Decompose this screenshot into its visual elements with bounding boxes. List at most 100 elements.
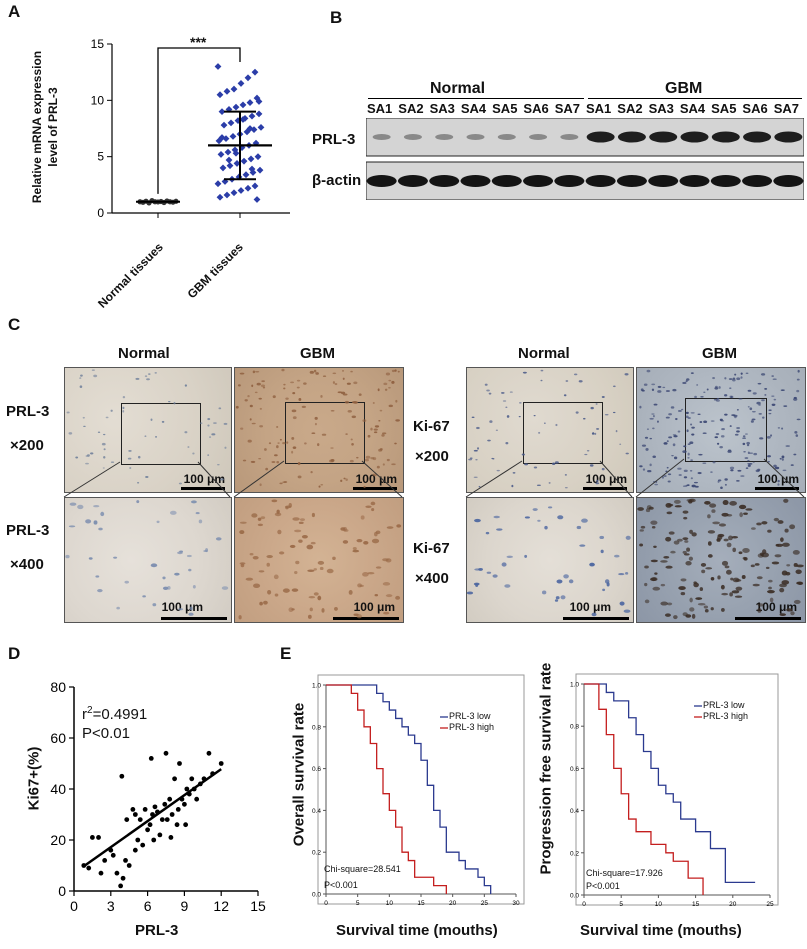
data-point-gbm <box>253 196 261 203</box>
blot-band-prl3 <box>497 134 516 140</box>
data-point <box>152 804 158 810</box>
data-point-gbm <box>220 121 228 129</box>
blot-lane-label: SA2 <box>398 101 424 116</box>
blot-band-prl3 <box>617 131 646 143</box>
data-point <box>118 883 124 889</box>
data-point-gbm <box>229 132 237 140</box>
data-point <box>169 812 175 817</box>
data-point-gbm <box>230 189 238 197</box>
data-point-gbm <box>227 119 235 127</box>
blot-band-prl3 <box>586 131 615 143</box>
blot-lane-label: SA6 <box>523 101 549 116</box>
data-point-gbm <box>246 99 254 106</box>
zoom-box <box>121 403 201 465</box>
data-point <box>145 827 151 833</box>
data-point-gbm <box>244 74 252 82</box>
micrograph-ki67-normal-200: 100 μm <box>466 367 634 493</box>
blot-band-prl3 <box>774 131 803 143</box>
tick-label-y: 1.0 <box>312 683 321 690</box>
data-point <box>182 801 187 807</box>
chart-e1-ylabel: Overall survival rate <box>290 702 308 847</box>
data-point <box>194 796 200 802</box>
tick-label-x: 9 <box>181 898 189 914</box>
blot-band-prl3 <box>743 131 772 143</box>
tick-label-y: 15 <box>91 37 105 51</box>
data-point <box>132 847 138 853</box>
blot-band-bactin <box>460 175 491 187</box>
data-point <box>157 832 163 838</box>
data-point <box>162 801 168 807</box>
blot-band-prl3 <box>649 131 678 143</box>
panel-letter-e: E <box>280 644 292 663</box>
data-point-gbm <box>231 146 239 154</box>
data-point-gbm <box>218 134 226 141</box>
tick-label-y: 0.0 <box>570 893 579 900</box>
tick-label-x: 20 <box>729 901 737 908</box>
data-point-gbm <box>255 110 263 118</box>
blot-band-bactin <box>616 175 647 187</box>
blot-band-bactin <box>491 175 522 187</box>
data-point <box>159 817 165 822</box>
data-point <box>183 822 189 828</box>
micro-row-prl3-200-a: PRL-3 <box>6 403 50 420</box>
panel-letter-a: A <box>8 2 21 21</box>
micro-col-normal-2: Normal <box>518 345 570 362</box>
data-point <box>110 852 116 858</box>
tick-label-y: 0.8 <box>312 724 321 731</box>
tick-label-x: 6 <box>144 898 152 914</box>
tick-label-y: 0.6 <box>570 766 579 773</box>
blot-lane-label: SA3 <box>429 101 455 116</box>
chart-a: 0 5 10 15 <box>91 37 290 220</box>
data-point-gbm <box>216 193 224 201</box>
scalebar-label: 100 μm <box>353 600 395 614</box>
tick-label-x: 10 <box>386 900 394 907</box>
blot-band-bactin <box>523 175 554 187</box>
micro-row-ki67-400-b: ×400 <box>415 570 449 587</box>
data-point-gbm <box>214 63 222 70</box>
data-point <box>140 842 146 848</box>
tick-label-x: 25 <box>481 900 489 907</box>
micrograph-prl3-gbm-200: 100 μm <box>234 367 404 493</box>
survival-curve-high <box>584 683 704 895</box>
tick-label-y: 1.0 <box>570 682 579 689</box>
tick-label-y: 5 <box>97 150 104 164</box>
tick-label-y: 0.6 <box>312 766 321 773</box>
scalebar-label: 100 μm <box>757 472 799 486</box>
micro-row-prl3-400-a: PRL-3 <box>6 522 50 539</box>
data-point-gbm <box>240 157 248 165</box>
blot-lane-label: SA2 <box>617 101 643 116</box>
blot-lane-label: SA7 <box>773 101 799 116</box>
data-point <box>114 870 120 876</box>
blot-band-prl3 <box>372 134 391 140</box>
blot-lane-label: SA1 <box>367 101 393 116</box>
chart-e1-legend-high: PRL-3 high <box>449 722 495 732</box>
data-point <box>119 773 125 779</box>
chart-d-r2-prefix: r <box>82 706 87 723</box>
blot-band-bactin <box>742 175 773 187</box>
data-point-gbm <box>243 128 251 136</box>
tick-label-y: 40 <box>50 781 66 797</box>
plot-frame <box>575 673 779 906</box>
data-point-gbm <box>256 166 264 174</box>
chart-a-ylabel-1: Relative mRNA expression <box>30 50 44 204</box>
blot-row-prl3: PRL-3 <box>312 131 356 148</box>
scalebar-label: 100 μm <box>355 472 397 486</box>
data-point-gbm <box>214 180 222 188</box>
data-point <box>163 750 169 756</box>
data-point-gbm <box>247 155 255 163</box>
data-point <box>124 817 130 822</box>
data-point-gbm <box>242 171 250 179</box>
data-point <box>172 776 177 782</box>
blot-band-bactin <box>710 175 741 187</box>
chart-e1-chisq: Chi-square=28.541 <box>324 864 401 874</box>
data-point <box>142 807 148 812</box>
tick-label-x: 5 <box>619 901 623 908</box>
micrograph-prl3-normal-400: 100 μm <box>64 497 232 623</box>
scalebar-label: 100 μm <box>585 472 627 486</box>
micrograph-ki67-gbm-400: 100 μm <box>636 497 806 623</box>
chart-d-ylabel: Ki67+(%) <box>25 746 43 811</box>
western-blot <box>366 118 804 200</box>
data-point-gbm <box>237 187 245 194</box>
tick-label-y: 80 <box>50 679 66 695</box>
data-point-gbm <box>239 116 247 123</box>
